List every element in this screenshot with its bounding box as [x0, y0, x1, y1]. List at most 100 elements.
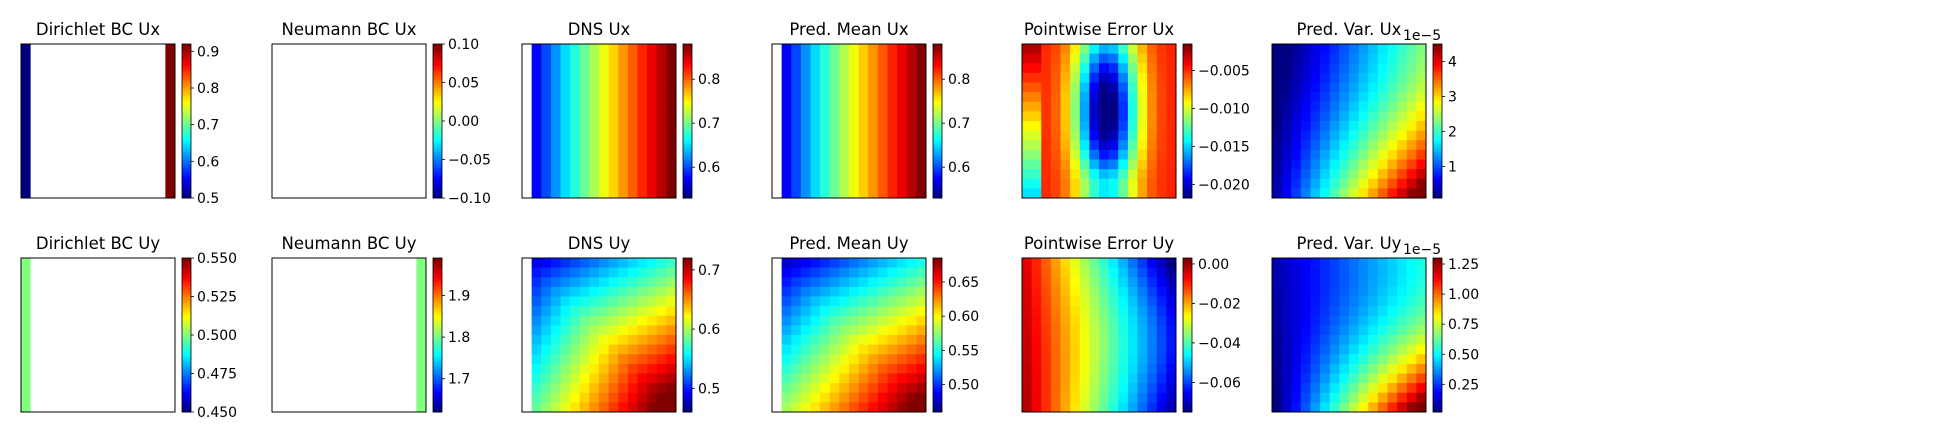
colorbar-segment — [1183, 281, 1192, 285]
heatmap-cell — [1041, 44, 1052, 55]
colorbar-segment — [1433, 360, 1442, 364]
colorbar-segment — [182, 126, 191, 130]
heatmap-cell — [877, 92, 888, 103]
heatmap-cell — [550, 315, 561, 326]
heatmap-cell — [1272, 72, 1283, 83]
colorbar-segment — [683, 151, 692, 155]
heatmap-cell — [570, 277, 581, 288]
heatmap-cell — [916, 101, 927, 112]
heatmap-cell — [1070, 306, 1081, 317]
colorbar-segment — [1183, 286, 1192, 290]
heatmap-cell — [1416, 178, 1427, 189]
colorbar-segment — [433, 100, 442, 104]
heatmap-cell — [897, 277, 908, 288]
heatmap-cell — [589, 63, 600, 74]
colorbar-segment — [1183, 299, 1192, 303]
heatmap-cell — [1358, 111, 1369, 122]
colorbar-tick-label: 0.475 — [197, 367, 237, 383]
colorbar-tick-label: 0.6 — [197, 154, 219, 170]
heatmap-cell — [1416, 82, 1427, 93]
colorbar-segment — [433, 133, 442, 137]
heatmap-cell — [800, 82, 811, 93]
colorbar-segment — [683, 314, 692, 318]
heatmap-cell — [916, 130, 927, 141]
heatmap-cell — [1368, 286, 1379, 297]
heatmap-cell — [810, 130, 821, 141]
heatmap-cell — [897, 344, 908, 355]
colorbar-segment — [1433, 370, 1442, 374]
heatmap-cell — [1127, 111, 1138, 122]
heatmap-cell — [570, 344, 581, 355]
heatmap-cell — [1368, 188, 1379, 199]
colorbar-segment — [1433, 275, 1442, 280]
heatmap-cell — [599, 277, 610, 288]
heatmap-cell — [618, 44, 629, 55]
heatmap-cell — [1397, 188, 1408, 199]
heatmap-cell — [1108, 178, 1119, 189]
heatmap-cell — [791, 63, 802, 74]
colorbar-segment — [1433, 138, 1442, 143]
heatmap-cell — [1156, 402, 1167, 413]
heatmap-cell — [1147, 258, 1158, 269]
colorbar-segment — [433, 317, 442, 321]
colorbar-tick-label: 0.6 — [698, 322, 720, 338]
colorbar-segment — [182, 72, 191, 76]
colorbar-segment — [433, 141, 442, 145]
heatmap-cell — [1377, 296, 1388, 307]
heatmap-cell — [1358, 188, 1369, 199]
heatmap-cell — [887, 354, 898, 365]
heatmap-cell — [1118, 188, 1129, 199]
heatmap-cell — [1291, 111, 1302, 122]
heatmap-cell — [839, 121, 850, 132]
heatmap-cell — [906, 92, 917, 103]
colorbar-segment — [433, 115, 442, 119]
heatmap-cell — [1127, 101, 1138, 112]
heatmap-cell — [647, 149, 658, 160]
colorbar-segment — [433, 169, 442, 173]
heatmap-cell — [1070, 325, 1081, 336]
colorbar-segment — [933, 100, 942, 104]
colorbar-tick-label: 1.00 — [1448, 287, 1479, 303]
colorbar-segment — [433, 110, 442, 114]
heatmap-cell — [1339, 101, 1350, 112]
heatmap-cell — [1166, 44, 1177, 55]
colorbar-segment — [933, 299, 942, 303]
heatmap-cell — [589, 402, 600, 413]
colorbar-segment — [683, 391, 692, 395]
heatmap-cell — [781, 402, 792, 413]
colorbar-segment — [933, 118, 942, 122]
heatmap-cell — [1156, 335, 1167, 346]
colorbar-tick-label: 0.450 — [197, 405, 237, 421]
colorbar-segment — [933, 174, 942, 178]
heatmap-cell — [868, 296, 879, 307]
heatmap-cell — [868, 306, 879, 317]
colorbar-segment — [182, 376, 191, 380]
heatmap-cell — [906, 44, 917, 55]
heatmap-cell — [1050, 140, 1061, 151]
heatmap-cell — [1377, 44, 1388, 55]
colorbar-segment — [683, 77, 692, 81]
colorbar-segment — [683, 162, 692, 166]
colorbar-segment — [683, 56, 692, 60]
heatmap-cell — [887, 82, 898, 93]
heatmap-cell — [1070, 402, 1081, 413]
colorbar-segment — [933, 291, 942, 295]
colorbar-segment — [683, 110, 692, 114]
heatmap-cell — [627, 169, 638, 180]
heatmap-cell — [1281, 267, 1292, 278]
heatmap-cell — [637, 72, 648, 83]
heatmap-cell — [1368, 63, 1379, 74]
colorbar-segment — [1433, 273, 1442, 277]
heatmap-cell — [1118, 344, 1129, 355]
heatmap-cell — [1368, 383, 1379, 394]
heatmap-cell — [810, 169, 821, 180]
heatmap-cell — [1041, 169, 1052, 180]
heatmap-cell — [647, 72, 658, 83]
heatmap-cell — [599, 373, 610, 384]
heatmap-cell — [916, 296, 927, 307]
heatmap-cell — [1416, 53, 1427, 64]
heatmap-cell — [1118, 383, 1129, 394]
colorbar-segment — [933, 61, 942, 66]
heatmap-cell — [666, 149, 677, 160]
colorbar-segment — [1183, 126, 1192, 130]
